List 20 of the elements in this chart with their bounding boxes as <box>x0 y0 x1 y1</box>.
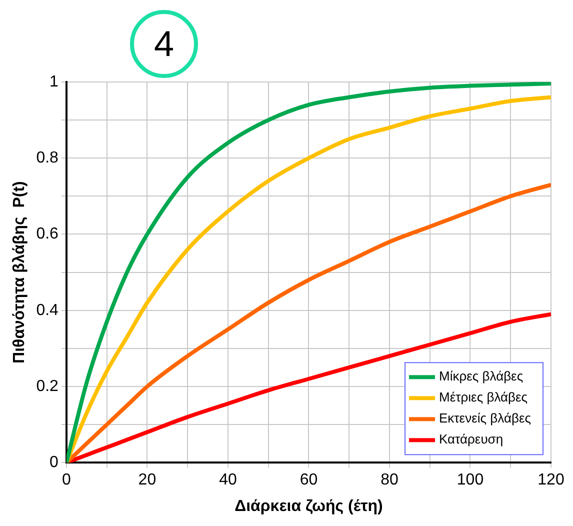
y-tick-label: 1 <box>50 73 59 90</box>
x-tick-label: 0 <box>62 472 71 489</box>
y-tick-label: 0.2 <box>36 378 59 395</box>
legend-label: Μέτριες βλάβες <box>439 390 528 405</box>
y-tick-label: 0 <box>50 454 59 472</box>
y-tick-label: 0.6 <box>36 226 59 243</box>
y-tick-label: 0.4 <box>36 302 59 319</box>
x-tick-label: 100 <box>456 472 484 489</box>
circle-outline: 4 <box>130 10 198 78</box>
x-tick-label: 80 <box>380 472 398 489</box>
legend-label: Κατάρευση <box>439 432 504 447</box>
x-axis-title: Διάρκεια ζωής (έτη) <box>234 498 383 515</box>
y-tick-label: 0.8 <box>36 150 59 167</box>
x-tick-label: 60 <box>300 472 318 489</box>
legend-label: Εκτενείς βλάβες <box>439 410 532 426</box>
legend-label: Μίκρες βλάβες <box>439 368 524 384</box>
x-tick-label: 40 <box>219 472 237 489</box>
y-axis-title: Πιθανότητα βλάβης P(t) <box>11 181 28 364</box>
x-tick-label: 20 <box>138 472 156 489</box>
x-tick-label: 120 <box>538 472 564 489</box>
